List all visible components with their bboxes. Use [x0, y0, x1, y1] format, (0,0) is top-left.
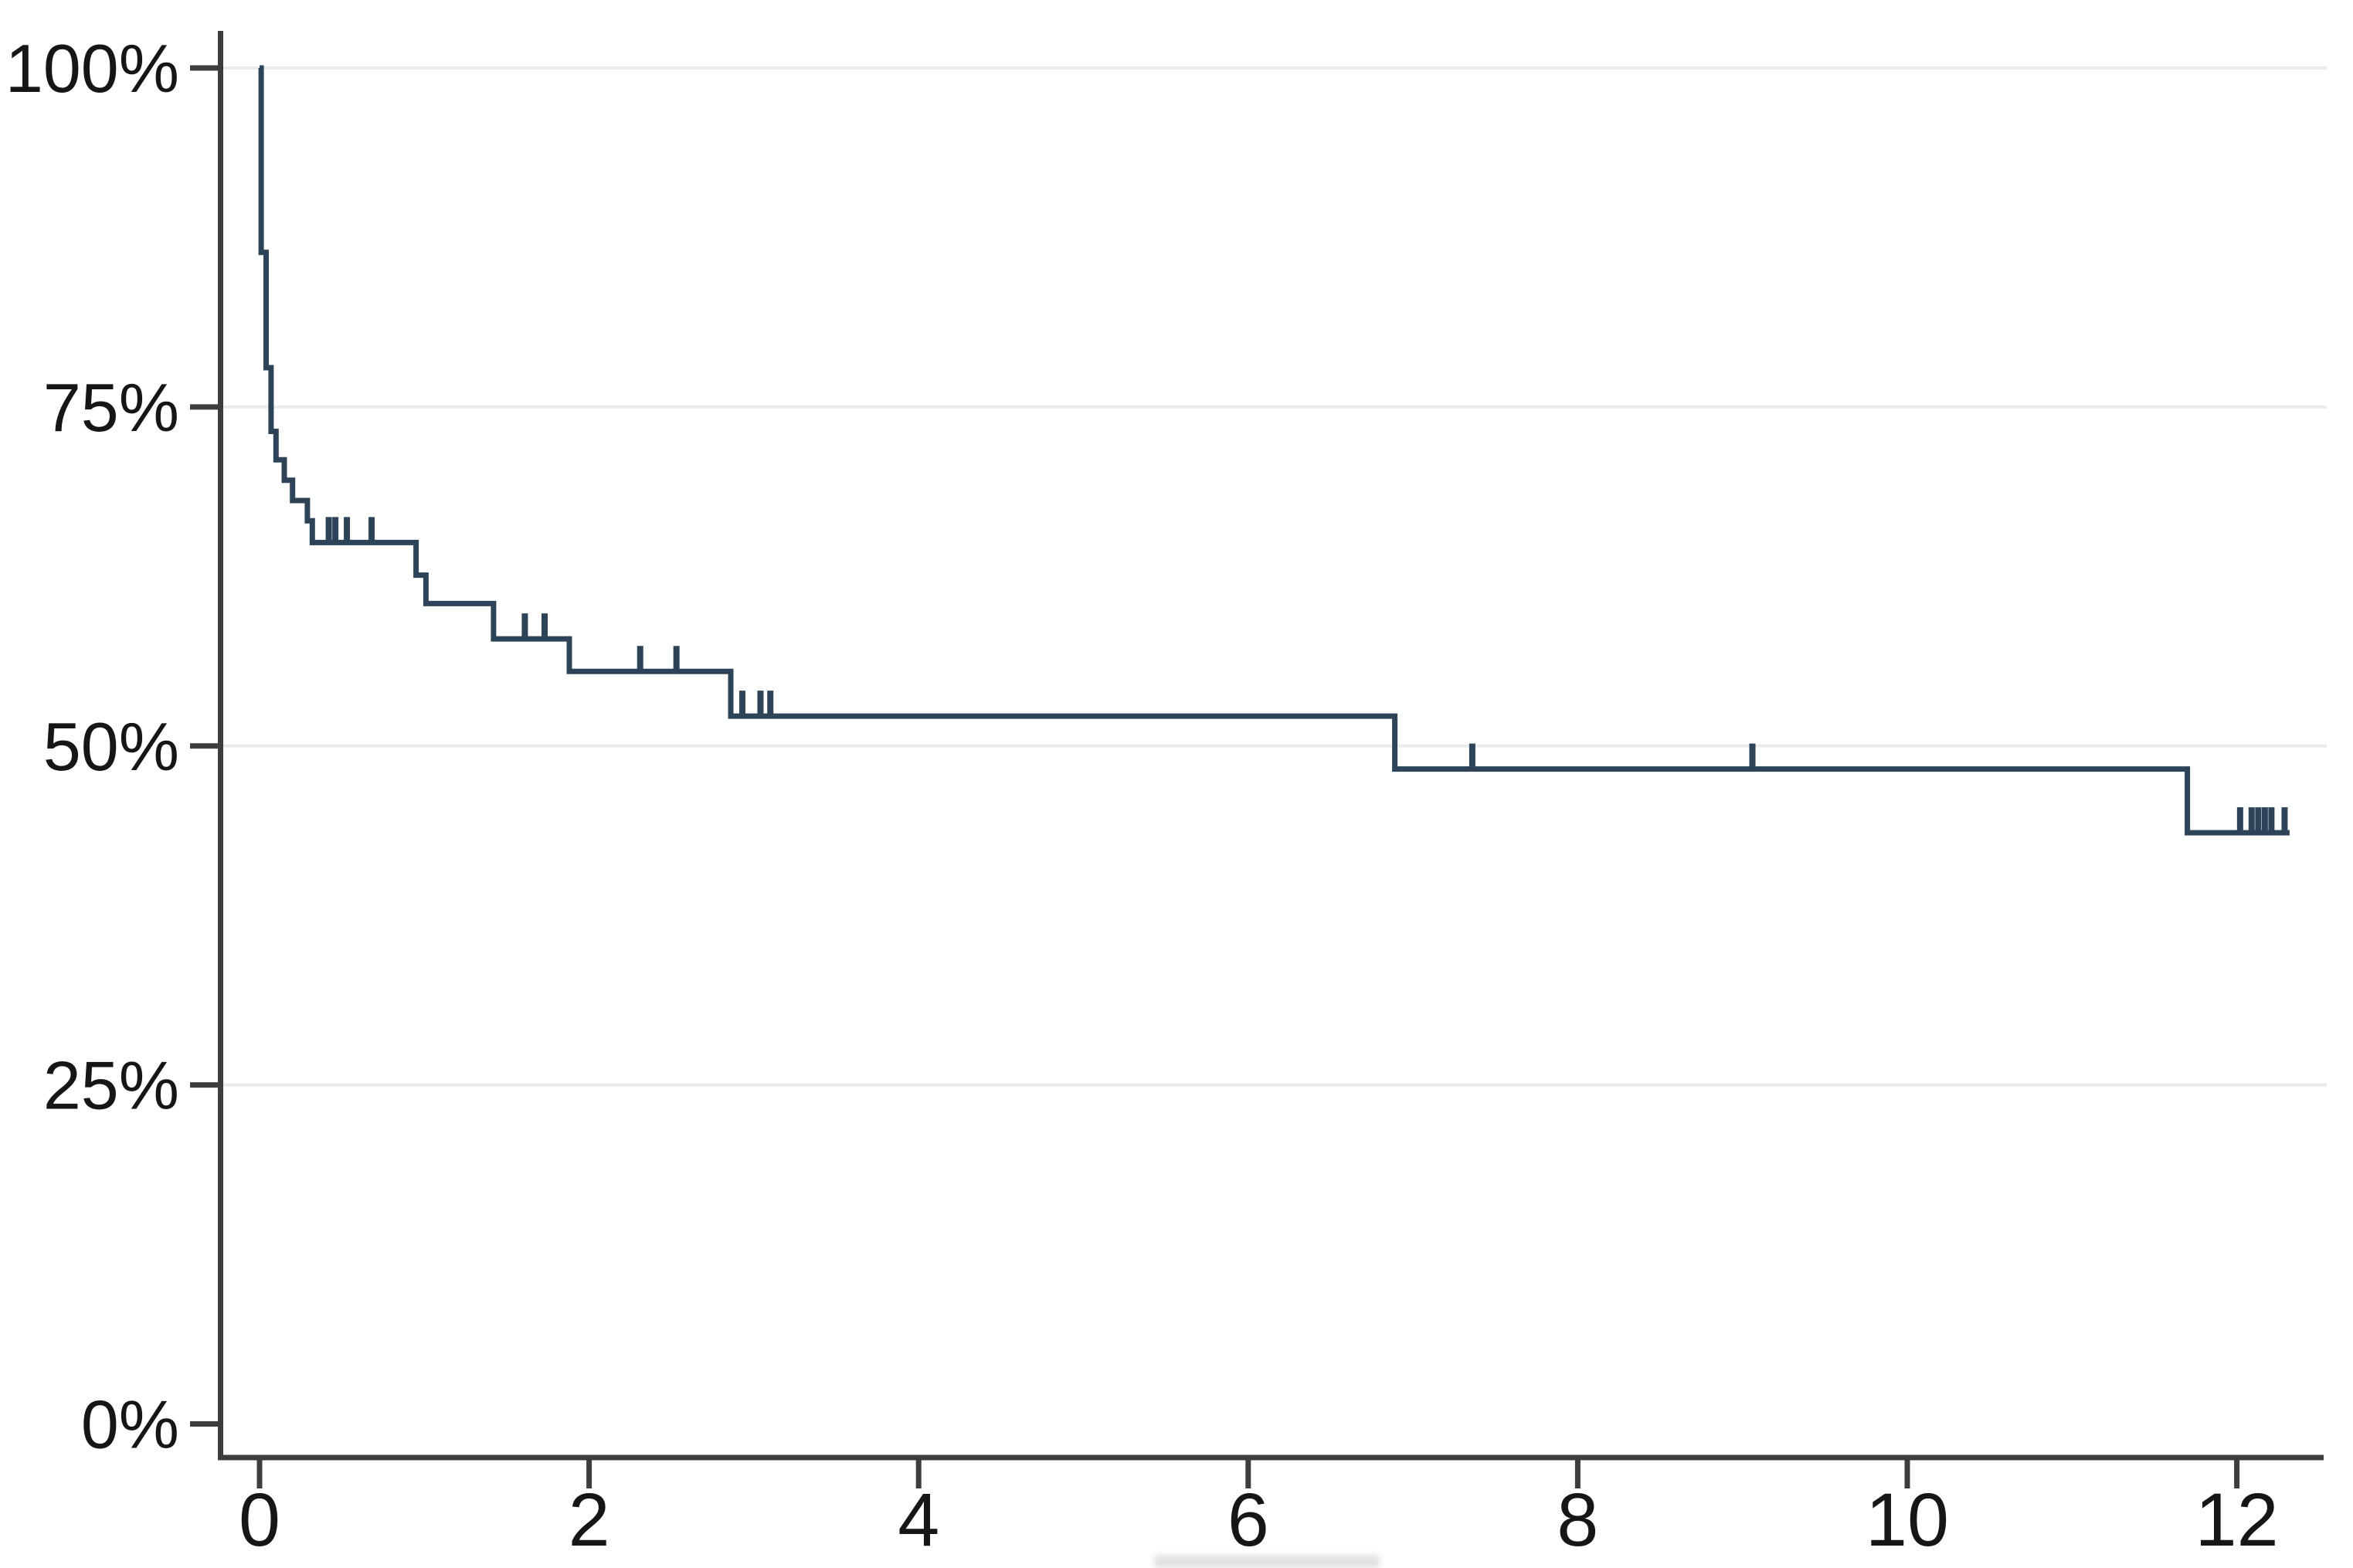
- y-tick-label: 100%: [5, 30, 179, 107]
- x-tick-label: 10: [1866, 1478, 1949, 1562]
- x-tick-label: 12: [2195, 1478, 2279, 1562]
- y-tick-label: 75%: [43, 369, 179, 446]
- censor-ticks: [325, 517, 2288, 836]
- horizontal-gridlines: [221, 66, 2327, 1087]
- x-axis-tick-labels: 0 2 4 6 8 10 12: [239, 1478, 2279, 1562]
- y-tick-label: 25%: [43, 1047, 179, 1124]
- y-tick-label: 0%: [81, 1386, 179, 1463]
- y-axis-ticks: [190, 65, 221, 1427]
- x-axis-ticks: [256, 1458, 2240, 1488]
- x-tick-label: 2: [569, 1478, 610, 1562]
- x-tick-label: 4: [898, 1478, 939, 1562]
- y-axis-tick-labels: 100% 75% 50% 25% 0%: [5, 30, 179, 1463]
- x-tick-label: 8: [1557, 1478, 1598, 1562]
- km-curve: [258, 65, 2290, 836]
- y-tick-label: 50%: [43, 708, 179, 785]
- cropped-x-axis-title-remnant: [1154, 1555, 1380, 1568]
- x-tick-label: 0: [239, 1478, 280, 1562]
- km-curve-line: [258, 65, 2290, 836]
- x-tick-label: 6: [1227, 1478, 1269, 1562]
